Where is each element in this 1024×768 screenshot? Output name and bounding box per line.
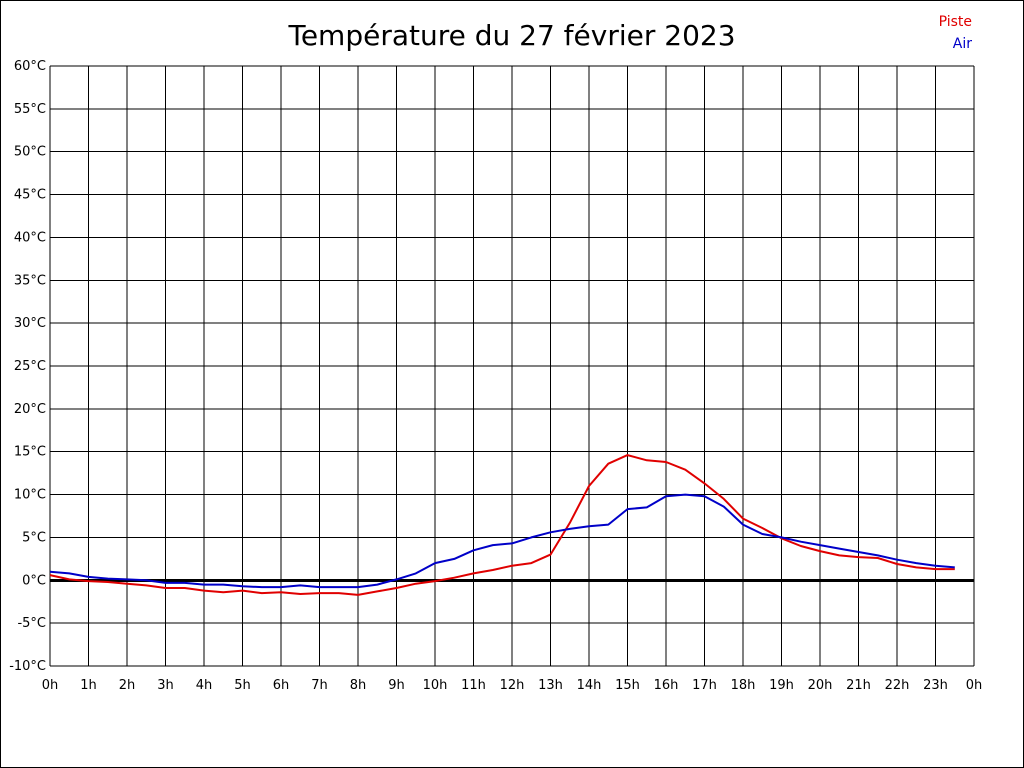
y-tick-label: 5°C [22,530,46,545]
series-line-air [49,493,955,589]
x-tick-label: 1h [80,678,97,693]
y-tick-label: 10°C [14,488,46,503]
x-tick-label: 14h [577,678,602,693]
y-tick-label: 45°C [14,188,46,203]
legend: Piste Air [939,14,973,52]
grid-lines [49,65,975,667]
x-tick-label: 12h [500,678,525,693]
x-tick-label: 8h [350,678,367,693]
x-tick-label: 3h [157,678,174,693]
x-tick-label: 13h [538,678,563,693]
x-tick-label: 6h [273,678,290,693]
x-tick-label: 22h [885,678,910,693]
x-tick-label: 0h [42,678,59,693]
x-tick-label: 20h [808,678,833,693]
y-tick-label: 25°C [14,359,46,374]
series-line-piste [49,454,955,596]
x-tick-label: 9h [388,678,405,693]
y-tick-label: 30°C [14,316,46,331]
y-tick-labels: -10°C -5°C 0°C 5°C 10°C 15°C 20°C 25°C 30°C 35°C 4… [9,59,46,674]
x-tick-label: 11h [461,678,486,693]
series-group [49,454,955,596]
y-tick-label: 0°C [22,573,46,588]
x-tick-label: 5h [234,678,251,693]
y-tick-label: 40°C [14,230,46,245]
y-tick-label: 50°C [14,145,46,160]
x-tick-label: 19h [769,678,794,693]
y-tick-label: -10°C [9,659,46,674]
chart-title: Température du 27 février 2023 [287,19,735,52]
x-tick-label: 0h [966,678,983,693]
x-tick-label: 2h [119,678,136,693]
x-tick-labels: 0h 1h 2h 3h 4h 5h 6h 7h 8h 9h 10h 11h 12h 13h 14h 15h 16… [42,678,983,693]
legend-entry-air: Air [953,36,972,52]
y-tick-label: 60°C [14,59,46,74]
x-tick-label: 4h [196,678,213,693]
x-tick-label: 10h [423,678,448,693]
y-tick-label: 20°C [14,402,46,417]
y-tick-label: 15°C [14,445,46,460]
x-tick-label: 17h [692,678,717,693]
x-tick-label: 7h [311,678,328,693]
y-tick-label: 55°C [14,102,46,117]
x-tick-label: 23h [923,678,948,693]
x-tick-label: 15h [615,678,640,693]
y-tick-label: -5°C [17,616,46,631]
legend-entry-piste: Piste [939,14,972,30]
x-tick-label: 18h [731,678,756,693]
x-tick-label: 21h [846,678,871,693]
x-tick-label: 16h [654,678,679,693]
y-tick-label: 35°C [14,273,46,288]
